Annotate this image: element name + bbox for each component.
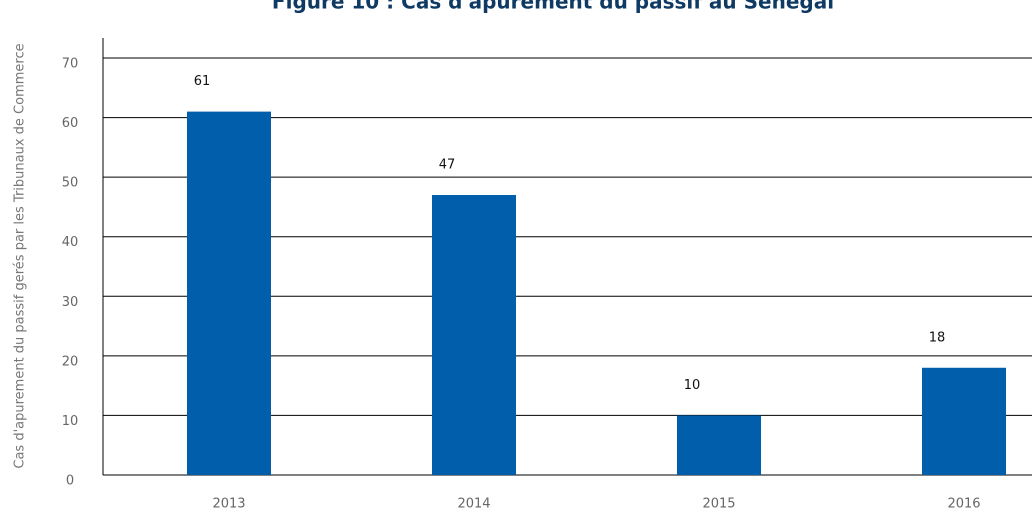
y-tick-label: 50 — [62, 176, 79, 191]
y-axis-label: Cas d'apurement du passif gerés par les … — [13, 43, 28, 468]
x-tick-label: 2015 — [702, 497, 735, 511]
x-tick-label: 2014 — [457, 497, 490, 511]
bar — [432, 195, 516, 475]
bar — [187, 111, 271, 475]
bar — [677, 415, 761, 475]
data-label: 10 — [684, 378, 701, 393]
bar — [922, 367, 1006, 475]
y-tick-label: 40 — [62, 235, 79, 250]
y-tick-label: 70 — [62, 57, 79, 72]
y-tick-label: 0 — [66, 474, 74, 489]
data-label: 47 — [439, 158, 456, 173]
x-tick-label: 2013 — [212, 497, 245, 511]
x-tick-label: 2016 — [947, 497, 980, 511]
chart-title: Figure 10 : Cas d'apurement du passif au… — [272, 0, 834, 14]
y-tick-label: 30 — [62, 295, 79, 310]
y-tick-label: 10 — [62, 414, 79, 429]
data-label: 18 — [929, 330, 946, 345]
y-tick-label: 20 — [62, 354, 79, 369]
data-label: 61 — [194, 74, 211, 89]
y-tick-label: 60 — [62, 116, 79, 131]
